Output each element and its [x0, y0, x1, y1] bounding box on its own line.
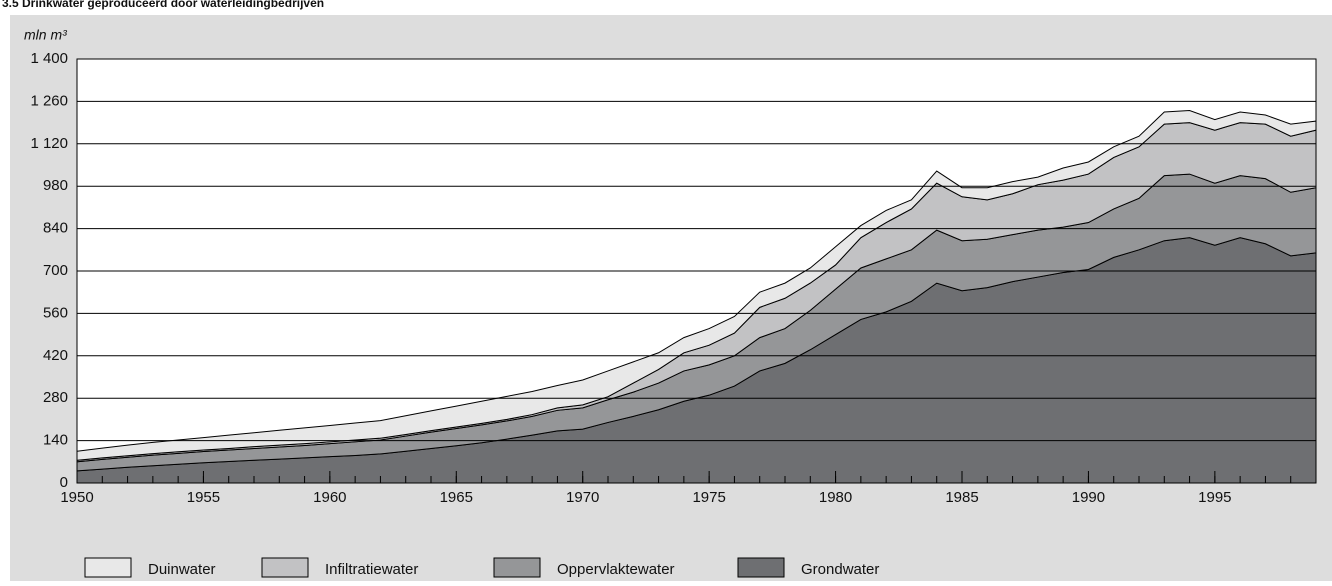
x-tick-label: 1975	[692, 489, 725, 506]
y-tick-label: 1 260	[30, 92, 68, 109]
plot-frame	[76, 58, 1317, 484]
x-tick-label: 1985	[945, 489, 978, 506]
x-tick-label: 1955	[187, 489, 220, 506]
y-tick-label: 1 120	[30, 135, 68, 152]
legend-swatch	[737, 557, 785, 578]
chart-title: 3.5 Drinkwater geproduceerd door waterle…	[2, 0, 324, 10]
x-tick-label: 1980	[819, 489, 852, 506]
legend-swatch	[261, 557, 309, 578]
y-tick-label: 0	[60, 474, 68, 491]
legend-label: Grondwater	[801, 561, 879, 578]
x-tick-label: 1960	[313, 489, 346, 506]
y-tick-label: 840	[43, 220, 68, 237]
y-tick-label: 420	[43, 347, 68, 364]
x-tick-label: 1995	[1198, 489, 1231, 506]
y-tick-label: 560	[43, 304, 68, 321]
y-axis-label: mln m³	[24, 27, 67, 43]
legend-swatch	[493, 557, 541, 578]
y-tick-label: 1 400	[30, 50, 68, 67]
x-tick-label: 1990	[1072, 489, 1105, 506]
x-tick-label: 1950	[60, 489, 93, 506]
legend-label: Duinwater	[148, 561, 216, 578]
y-tick-label: 280	[43, 389, 68, 406]
y-tick-label: 980	[43, 177, 68, 194]
x-tick-label: 1965	[440, 489, 473, 506]
legend-label: Infiltratiewater	[325, 561, 418, 578]
legend-swatch	[84, 557, 132, 578]
legend-label: Oppervlaktewater	[557, 561, 675, 578]
y-tick-label: 700	[43, 262, 68, 279]
x-tick-label: 1970	[566, 489, 599, 506]
y-tick-label: 140	[43, 432, 68, 449]
